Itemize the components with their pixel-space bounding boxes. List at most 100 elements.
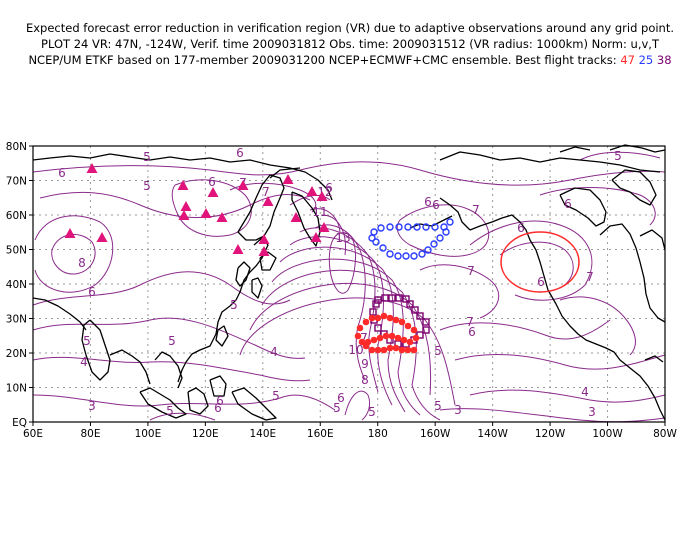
contour-line [559,296,636,356]
contour-label: 6 [88,285,96,299]
blue-track-point [413,223,421,231]
blue-track-point [431,223,439,231]
contour-line [32,394,336,411]
x-tick-label: 100E [135,428,162,440]
contour-line [171,179,252,237]
x-tick-label: 120W [535,428,566,440]
observation-site-marker [180,201,192,211]
magenta-track-point [374,324,382,332]
red-track-point [382,332,390,340]
contour-label: 5 [368,405,376,419]
contour-label: 10 [348,343,363,357]
magenta-track-point [402,295,410,303]
coastline [237,174,285,241]
blue-track-point [418,250,426,258]
coastline [32,153,333,201]
contour-label: 5 [272,389,280,403]
blue-track-point [446,218,454,226]
coastline [611,169,657,206]
red-track-point [362,318,370,326]
coastline [639,229,666,251]
red-track-point [410,346,418,354]
blue-track-point [422,223,430,231]
red-track-point [368,314,376,322]
red-track-point [388,332,396,340]
contour-label: 6 [424,195,432,209]
title-line-1: Expected forecast error reduction in ver… [25,21,675,35]
contour-label: 8 [361,373,369,387]
red-track-point [410,326,418,334]
blue-track-point [395,223,403,231]
red-track-point [354,332,362,340]
red-track-point [404,346,412,354]
contour-label: 6 [337,391,345,405]
contour-line [229,182,317,213]
contour-label: 11 [312,205,327,219]
red-track-point [368,346,376,354]
contour-label: 6 [214,401,222,415]
red-track-point [356,324,364,332]
contour-label: 13 [335,231,350,245]
coastline [269,167,301,179]
magenta-track-point [374,296,382,304]
x-tick-label: 160E [307,428,334,440]
contour-line [32,161,666,186]
magenta-track-point [422,318,430,326]
observation-site-marker [216,212,228,222]
y-tick-label: 30N [6,314,27,326]
observation-site-marker [290,212,302,222]
contour-line [539,187,656,226]
contour-line [34,215,114,293]
contour-label: 5 [83,334,91,348]
contour-label: 4 [270,345,278,359]
coastline [644,355,664,363]
contour-label: 6 [216,394,224,408]
contour-line [271,258,421,416]
blue-track-point [404,223,412,231]
contour-label: 7 [360,331,368,345]
observation-site-marker [232,244,244,254]
observation-site-marker [237,180,249,190]
contour-label: 5 [168,334,176,348]
blue-track-point [379,244,387,252]
coastlines [32,144,666,421]
blue-track-point [377,224,385,232]
red-track-point [398,318,406,326]
blue-track-point [386,250,394,258]
contour-label: 6 [564,197,572,211]
contour-line [289,236,393,406]
contour-line [149,412,216,421]
observation-site-marker [64,228,76,238]
red-track-point [386,344,394,352]
contour-label: 5 [143,179,151,193]
y-tick-label: 50N [6,245,27,257]
magenta-track-point [416,312,424,320]
title-line-2: PLOT 24 VR: 47N, -124W, Verif. time 2009… [41,37,659,51]
magenta-track-point [411,306,419,314]
contour-label: 5 [230,298,238,312]
contour-label: 5 [166,404,174,418]
observation-site-marker [96,232,108,242]
x-tick-label: 80E [80,428,100,440]
observation-site-marker [262,196,274,206]
observation-site-marker [306,186,318,196]
contour-label: 6 [537,275,545,289]
red-track-point [394,334,402,342]
blue-track-point [410,252,418,260]
blue-track-point [386,223,394,231]
blue-track-point [394,252,402,260]
red-track-point [374,314,382,322]
map-grid [33,146,665,422]
contour-label: 5 [434,344,442,358]
coastline [231,387,277,421]
contour-label: 3 [454,403,462,417]
coastline [609,144,666,153]
contour-line [419,264,500,319]
blue-track-point [368,234,376,242]
contour-line [344,390,371,421]
red-track-point [386,314,394,322]
contour-line [499,241,574,289]
red-track-point [406,338,414,346]
red-track-point [400,336,408,344]
x-tick-label: 140E [249,428,276,440]
